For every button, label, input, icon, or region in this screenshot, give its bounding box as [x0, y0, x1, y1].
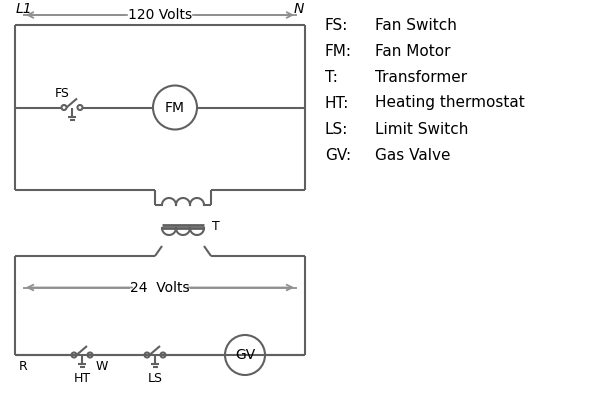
Text: Gas Valve: Gas Valve [375, 148, 451, 162]
Text: HT: HT [73, 372, 90, 384]
Text: R: R [19, 360, 28, 374]
Text: Heating thermostat: Heating thermostat [375, 96, 525, 110]
Text: HT:: HT: [325, 96, 349, 110]
Text: T:: T: [325, 70, 338, 84]
Text: N: N [294, 2, 304, 16]
Text: Fan Switch: Fan Switch [375, 18, 457, 32]
Text: LS:: LS: [325, 122, 348, 136]
Text: GV:: GV: [325, 148, 351, 162]
Text: FM: FM [165, 100, 185, 114]
Text: FM:: FM: [325, 44, 352, 58]
Text: Limit Switch: Limit Switch [375, 122, 468, 136]
Text: W: W [96, 360, 109, 374]
Text: Fan Motor: Fan Motor [375, 44, 451, 58]
Text: L1: L1 [16, 2, 32, 16]
Text: Transformer: Transformer [375, 70, 467, 84]
Text: GV: GV [235, 348, 255, 362]
Text: 24  Volts: 24 Volts [130, 280, 190, 294]
Text: LS: LS [148, 372, 162, 384]
Text: FS:: FS: [325, 18, 348, 32]
Text: T: T [212, 220, 219, 234]
Text: FS: FS [54, 87, 70, 100]
Text: 120 Volts: 120 Volts [128, 8, 192, 22]
